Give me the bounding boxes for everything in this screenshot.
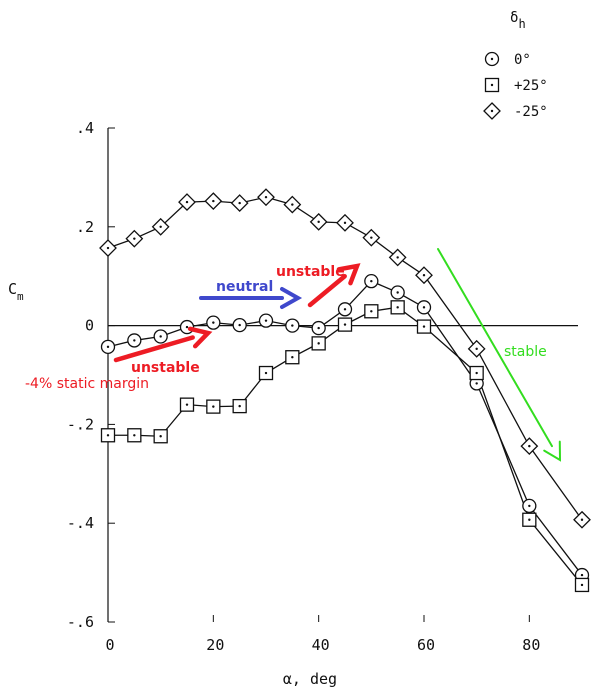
y-tick-label: .4 [76,119,94,137]
y-axis-title-subscript: m [17,290,24,303]
data-point-square [364,304,379,319]
data-point-circle [100,339,116,354]
series-markers [99,188,591,593]
data-point-square [337,317,353,332]
data-point-square [232,398,247,414]
data-point-circle [206,315,221,330]
legend-title-main: δ [510,10,518,26]
x-tick-label: 0 [105,636,114,654]
data-point-diamond [283,195,302,214]
data-point-diamond [257,188,275,207]
legend-marker-circle [484,51,500,67]
data-point-circle [285,318,300,333]
legend-label: +25° [514,78,548,94]
unstable-arrow-upper [307,263,361,308]
y-tick-label: -.2 [67,415,94,433]
unstable-label-upper: unstable [276,264,345,280]
data-point-diamond [309,212,328,231]
data-point-circle [127,333,142,348]
data-point-diamond [573,510,591,529]
x-tick-label: 40 [312,636,330,654]
data-point-diamond [178,193,196,212]
data-point-circle [390,285,405,300]
data-point-diamond [125,229,144,248]
data-point-circle [522,498,537,514]
legend-title-subscript: h [518,17,525,31]
legend-marker-square [484,77,500,93]
data-point-circle [416,300,432,315]
legend-label: -25° [514,104,548,120]
data-point-diamond [520,437,539,456]
data-point-diamond [336,213,354,232]
data-point-circle [311,320,326,336]
data-point-circle [153,329,168,344]
neutral-label: neutral [216,279,273,295]
data-point-square [390,300,405,315]
data-point-diamond [362,228,381,247]
legend-title: δh [510,10,526,31]
data-point-square [311,336,326,351]
y-tick-label: -.6 [67,613,94,631]
data-point-diamond [151,217,170,236]
x-tick-label: 20 [206,636,224,654]
static-margin-label: -4% static margin [25,376,149,392]
data-point-square [100,428,116,443]
data-point-circle [258,313,274,328]
data-point-diamond [415,266,433,285]
unstable-label-lower: unstable [131,360,200,376]
legend: δh 0° +25° -25° [483,10,548,120]
x-tick-label: 80 [522,636,540,654]
series-line-3 [107,196,583,521]
series-lines [107,196,583,586]
legend-label: 0° [514,52,531,68]
data-point-square [153,429,168,444]
data-point-square [127,428,142,443]
stable-arrow [437,248,562,462]
unstable-arrow-lower [113,326,213,363]
data-point-square [179,397,195,412]
data-point-circle [337,302,353,317]
y-tick-label: .2 [76,218,94,236]
data-point-diamond [230,194,249,213]
data-point-square [469,365,484,381]
x-tick-label: 60 [417,636,435,654]
data-point-circle [364,273,379,289]
data-point-square [522,512,537,527]
y-axis-title-main: C [8,280,17,298]
data-point-square [258,365,274,381]
stable-label: stable [504,344,547,360]
data-point-diamond [99,239,117,257]
neutral-arrow [199,287,303,309]
x-axis-title: α, deg [283,670,337,688]
y-tick-label: 0 [85,317,94,335]
data-point-diamond [467,339,486,358]
data-point-diamond [388,248,407,267]
data-point-square [206,399,221,414]
data-point-circle [232,317,247,333]
y-tick-label: -.4 [67,514,94,532]
series-line-2 [108,306,583,586]
data-point-square [574,577,590,593]
series-line-1 [107,280,583,576]
data-point-diamond [204,192,223,211]
data-point-square [416,319,432,334]
y-axis-title: Cm [8,280,24,303]
data-point-square [285,350,300,365]
legend-marker-diamond [483,102,501,120]
